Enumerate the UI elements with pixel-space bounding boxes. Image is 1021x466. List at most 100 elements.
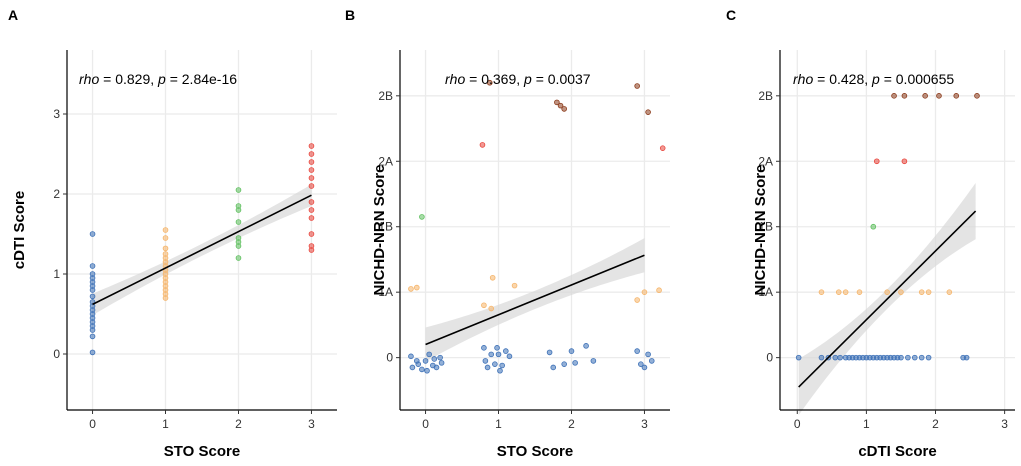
panel-b-point-9 [431, 356, 438, 362]
panel-c-point-25 [925, 354, 932, 361]
panel-c-point-1 [818, 354, 825, 361]
panel-b-rho-value: = 0.369, [465, 71, 524, 87]
panel-a-point-7 [89, 293, 96, 300]
panel-b-point-0 [408, 353, 414, 360]
panel-b-point-33 [641, 364, 648, 371]
panel-b-point-50 [557, 102, 564, 109]
panel-b-point-30 [590, 358, 597, 364]
panel-b-point-21 [499, 362, 505, 369]
panel-b-point-45 [419, 214, 425, 220]
panel-b-point-4 [419, 366, 425, 373]
panel-b-point-15 [484, 364, 491, 371]
panel-b-point-23 [506, 353, 513, 360]
panel-b-xtick-label-3: 3 [641, 417, 648, 431]
panel-a-fit-line [92, 194, 312, 306]
panel-a-p-label: p [157, 71, 166, 87]
panel-a-point-0 [89, 231, 96, 237]
panel-b-point-52 [634, 83, 640, 89]
panel-a-point-17 [89, 349, 96, 356]
panel-b-point-10 [433, 364, 440, 371]
panel-a-p-value: = 2.84e-16 [166, 71, 237, 87]
panel-a-point-50 [308, 231, 315, 237]
panel-a-point-48 [308, 207, 315, 213]
panel-b-x-axis-title: STO Score [497, 443, 573, 460]
panel-b-point-17 [492, 361, 498, 367]
panel-b-point-5 [422, 358, 429, 364]
panel-b-point-26 [561, 361, 567, 367]
panel-b-point-32 [638, 361, 644, 367]
panel-c-point-30 [842, 289, 849, 295]
panel-c-ytick-label-3: 2A [758, 154, 773, 168]
panel-c-p-label: p [871, 71, 880, 87]
panel-b-point-24 [546, 349, 553, 356]
panel-a-point-20 [162, 245, 169, 252]
panel-b-point-48 [486, 79, 493, 86]
panel-c-point-40 [891, 93, 897, 99]
panel-b-point-27 [568, 348, 575, 354]
panel-b-point-42 [634, 297, 640, 303]
panel-b-point-12 [438, 360, 445, 366]
panel-b-point-19 [495, 351, 502, 358]
panel-b-point-29 [583, 343, 589, 349]
panel-c-point-24 [918, 354, 925, 361]
panel-a-rho-label: rho [79, 71, 99, 87]
panel-c-point-36 [946, 289, 953, 295]
panel-a-point-36 [235, 219, 242, 225]
panel-c-xtick-label-0: 0 [794, 417, 801, 431]
panel-a: A 0 1 2 3 0 1 2 3 STO Score cDTI Score rho = 0.829,… [8, 7, 337, 460]
panel-c-point-39 [901, 158, 908, 165]
panel-b-ytick-label-0: 0 [386, 351, 393, 365]
panel-c-ytick-label-2: 1B [758, 220, 773, 234]
panel-b-point-41 [511, 282, 518, 289]
panel-a-point-49 [308, 215, 315, 221]
panel-a-rho-value: = 0.829, [99, 71, 158, 87]
panel-a-point-16 [89, 333, 96, 340]
panel-a-letter: A [8, 7, 18, 23]
panel-a-point-1 [89, 263, 96, 269]
panel-c-point-31 [856, 289, 863, 295]
panel-b-point-14 [482, 358, 489, 364]
panel-b-rho-label: rho [445, 71, 465, 87]
panel-a-x-axis-title: STO Score [164, 443, 240, 460]
panel-b-point-20 [497, 367, 503, 374]
panel-c-point-45 [974, 93, 980, 99]
panel-c-x-axis-title: cDTI Score [858, 443, 936, 460]
panel-c-point-42 [922, 93, 928, 99]
panel-c-point-27 [963, 354, 970, 361]
panel-c-point-23 [911, 354, 918, 361]
panel-c-point-43 [936, 93, 942, 99]
panel-a-point-33 [235, 187, 242, 193]
panel-c-point-0 [795, 354, 802, 361]
panel-b-point-6 [424, 367, 430, 374]
panel-b-point-22 [503, 348, 509, 354]
panel-b-point-28 [572, 360, 578, 366]
panel-b-point-11 [437, 354, 443, 361]
panel-b-xtick-label-2: 2 [568, 417, 575, 431]
panel-b-point-39 [488, 305, 495, 312]
panel-b-point-16 [488, 351, 495, 358]
panel-a-ytick-label-3: 3 [53, 107, 60, 121]
panel-a-correlation-annotation: rho = 0.829, p = 2.84e-16 [79, 71, 237, 87]
panel-c-xtick-label-3: 3 [1001, 417, 1008, 431]
panel-c-ytick-label-0: 0 [766, 351, 773, 365]
panel-c-point-41 [901, 93, 908, 99]
panel-c-point-34 [918, 289, 925, 295]
panel-a-xtick-label-0: 0 [89, 417, 96, 431]
panel-b-point-44 [656, 287, 662, 294]
panel-c-point-22 [905, 354, 911, 361]
panel-a-ytick-label-0: 0 [53, 347, 60, 361]
panel-b-letter: B [345, 7, 355, 23]
panel-c-point-32 [884, 289, 890, 295]
panel-b-xtick-label-0: 0 [422, 417, 429, 431]
panel-b-point-25 [550, 364, 557, 371]
panel-b-y-axis-title: NICHD-NRN Score [371, 165, 388, 296]
panel-b-point-46 [479, 142, 486, 148]
panel-c-letter: C [726, 7, 736, 23]
panel-a-xtick-label-2: 2 [235, 417, 242, 431]
panel-c: C 0 1 2 3 0 1A 1B 2A 2B cDTI Score NICHD-NRN Score r… [726, 7, 1015, 460]
panel-b: B 0 1 2 3 0 1A 1B 2A 2B STO Score NICHD-NRN Score rh… [345, 7, 670, 460]
panel-b-point-38 [481, 302, 487, 309]
panel-b-point-43 [641, 289, 648, 295]
panel-b-correlation-annotation: rho = 0.369, p = 0.0037 [445, 71, 591, 87]
